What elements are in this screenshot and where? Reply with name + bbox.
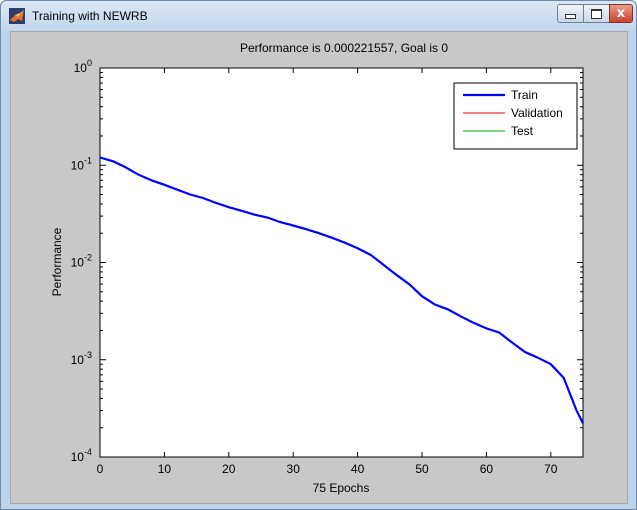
x-tick-label: 60 bbox=[480, 462, 494, 476]
x-tick-label: 40 bbox=[351, 462, 365, 476]
window-title: Training with NEWRB bbox=[32, 9, 148, 23]
x-tick-label: 30 bbox=[287, 462, 301, 476]
minimize-button[interactable] bbox=[557, 4, 584, 23]
y-tick-label: 10-2 bbox=[71, 253, 92, 270]
series-layer bbox=[99, 156, 584, 424]
x-tick-label: 20 bbox=[222, 462, 236, 476]
x-tick-label: 0 bbox=[97, 462, 104, 476]
x-tick-label: 10 bbox=[158, 462, 172, 476]
y-tick-label: 10-4 bbox=[71, 447, 92, 464]
legend-label-train: Train bbox=[511, 88, 538, 102]
matlab-icon bbox=[9, 8, 25, 24]
close-button[interactable]: x bbox=[609, 4, 633, 23]
maximize-button[interactable] bbox=[583, 4, 610, 23]
y-axis-label: Performance bbox=[50, 227, 64, 296]
x-tick-label: 70 bbox=[544, 462, 558, 476]
chart-title: Performance is 0.000221557, Goal is 0 bbox=[240, 41, 448, 55]
title-bar[interactable]: Training with NEWRB x bbox=[1, 1, 636, 31]
x-tick-label: 50 bbox=[415, 462, 429, 476]
y-tick-label: 10-3 bbox=[71, 350, 92, 367]
legend[interactable]: Train Validation Test bbox=[453, 82, 578, 150]
legend-label-validation: Validation bbox=[511, 106, 563, 120]
x-axis-label: 75 Epochs bbox=[313, 481, 370, 495]
close-icon: x bbox=[616, 6, 626, 21]
series-line-train bbox=[99, 156, 584, 424]
y-tick-label: 10-1 bbox=[71, 155, 92, 172]
y-tick-label: 100 bbox=[74, 58, 92, 75]
legend-label-test: Test bbox=[511, 124, 534, 138]
maximize-icon bbox=[591, 8, 602, 19]
minimize-icon bbox=[565, 14, 576, 19]
axis-ticks: 0 10 20 30 40 50 60 70 100 10-1 10-2 10-3 10-4 bbox=[71, 58, 583, 476]
